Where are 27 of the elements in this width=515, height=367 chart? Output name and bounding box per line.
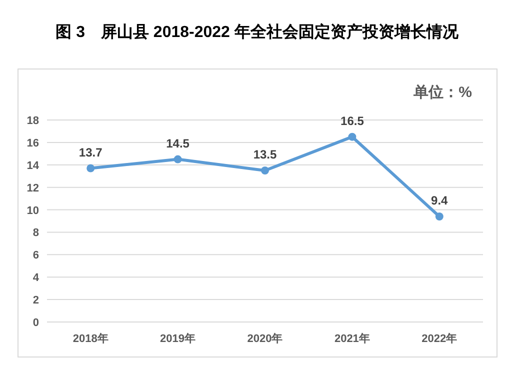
- y-tick-label: 8: [32, 227, 39, 240]
- point: [435, 212, 444, 221]
- y-tick-label: 0: [32, 317, 39, 329]
- text: 单位：%: [412, 84, 472, 101]
- data-label: 9.4: [431, 194, 448, 208]
- x-tick-label: 2022年: [422, 332, 458, 345]
- y-tick-label: 4: [32, 272, 40, 284]
- x-tick-label: 2018年: [72, 332, 108, 345]
- y-tick-label: 6: [32, 250, 39, 262]
- data-label: 16.5: [340, 114, 364, 128]
- x-tick-label: 2021年: [334, 332, 370, 345]
- data-label: 14.5: [166, 136, 190, 150]
- data-label: 13.5: [253, 148, 277, 162]
- chart-title: 图 3 屏山县 2018-2022 年全社会固定资产投资增长情况: [56, 23, 460, 41]
- point: [348, 132, 356, 141]
- y-tick-label: 16: [26, 137, 39, 150]
- x-tick-label: 2019年: [160, 332, 196, 345]
- y-tick-label: 2: [32, 294, 39, 307]
- point: [261, 166, 269, 174]
- data-label: 13.7: [78, 145, 103, 160]
- y-tick-label: 14: [26, 160, 40, 172]
- x-tick-label: 2020年: [247, 332, 283, 345]
- point: [174, 155, 182, 164]
- y-tick-label: 12: [26, 182, 39, 194]
- point: [86, 164, 95, 172]
- y-tick-label: 10: [26, 204, 39, 217]
- y-tick-label: 18: [26, 115, 39, 127]
